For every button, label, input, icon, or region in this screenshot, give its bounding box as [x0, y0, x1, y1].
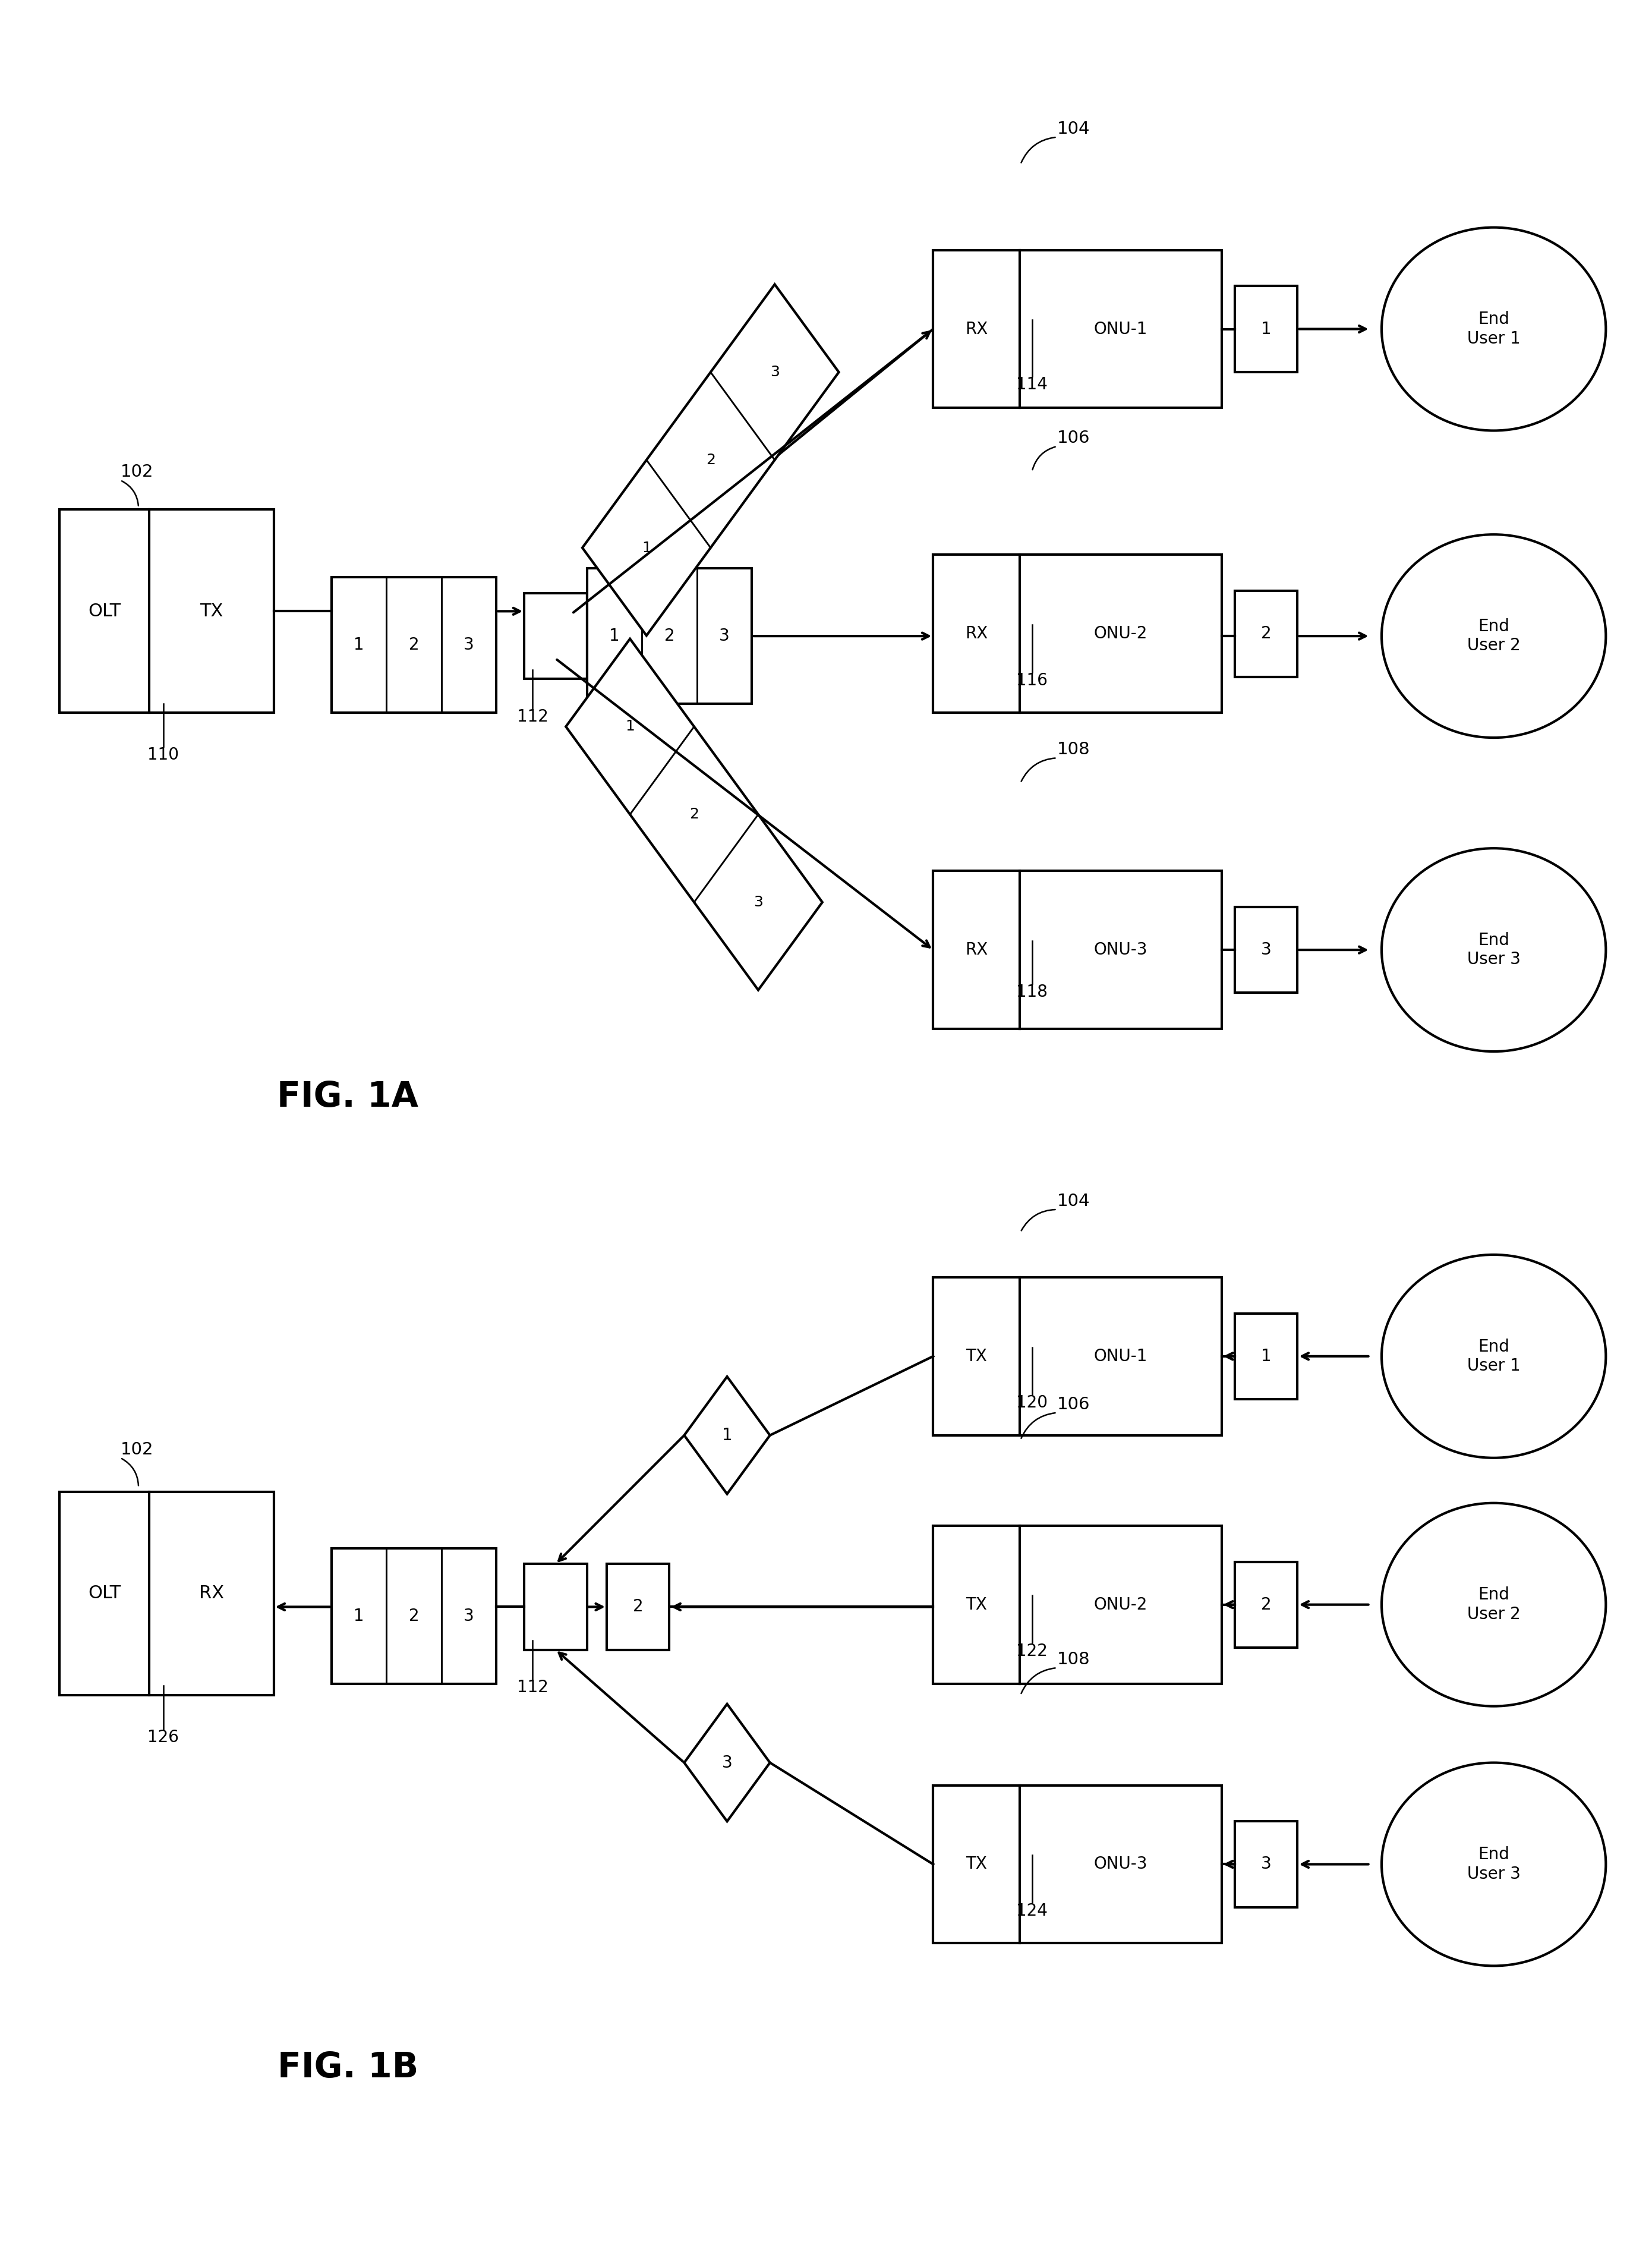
Bar — [332, 1549, 496, 1684]
Text: 1: 1 — [610, 629, 620, 644]
Bar — [1236, 907, 1297, 993]
Ellipse shape — [1381, 848, 1606, 1051]
Text: 3: 3 — [770, 364, 780, 380]
Text: 104: 104 — [1057, 120, 1090, 138]
Text: 2: 2 — [408, 1608, 420, 1623]
Text: 104: 104 — [1057, 1194, 1090, 1210]
Text: 1: 1 — [1260, 321, 1272, 337]
Text: 108: 108 — [1057, 742, 1090, 757]
Text: 116: 116 — [1016, 672, 1047, 690]
Text: 3: 3 — [719, 629, 730, 644]
Text: 3: 3 — [1260, 941, 1272, 959]
Bar — [606, 1565, 669, 1651]
Text: OLT: OLT — [88, 604, 121, 620]
Bar — [1236, 287, 1297, 371]
Text: 106: 106 — [1057, 430, 1090, 445]
Text: 122: 122 — [1016, 1644, 1047, 1660]
Text: 102: 102 — [121, 1440, 154, 1458]
Text: 3: 3 — [464, 638, 474, 653]
Bar — [933, 1277, 1222, 1436]
Text: 118: 118 — [1016, 984, 1047, 999]
Text: 114: 114 — [1016, 375, 1047, 393]
Polygon shape — [684, 1705, 770, 1822]
Text: OLT: OLT — [88, 1585, 121, 1603]
Text: 106: 106 — [1057, 1395, 1090, 1413]
Bar — [59, 1492, 274, 1696]
Bar — [1236, 1314, 1297, 1400]
Text: ONU-2: ONU-2 — [1094, 626, 1148, 642]
Text: End
User 1: End User 1 — [1467, 1339, 1520, 1375]
Text: 112: 112 — [517, 708, 548, 726]
Text: 2: 2 — [1260, 626, 1272, 642]
Text: 1: 1 — [624, 719, 634, 735]
Text: 120: 120 — [1016, 1395, 1047, 1411]
Text: 1: 1 — [722, 1427, 732, 1443]
Bar — [332, 577, 496, 712]
Text: 2: 2 — [705, 452, 715, 468]
Text: End
User 2: End User 2 — [1467, 617, 1520, 653]
Ellipse shape — [1381, 1255, 1606, 1458]
Bar — [524, 1565, 586, 1651]
Text: TX: TX — [966, 1856, 988, 1872]
Text: 3: 3 — [722, 1755, 732, 1770]
Bar — [933, 1786, 1222, 1942]
Text: End
User 1: End User 1 — [1467, 312, 1520, 346]
Text: 110: 110 — [147, 746, 178, 764]
Text: 1: 1 — [354, 1608, 363, 1623]
Text: ONU-1: ONU-1 — [1094, 1348, 1148, 1366]
Text: ONU-1: ONU-1 — [1094, 321, 1148, 337]
Bar — [583, 285, 839, 635]
Bar — [59, 509, 274, 712]
Bar — [933, 870, 1222, 1029]
Text: 102: 102 — [121, 464, 154, 479]
Text: 2: 2 — [664, 629, 674, 644]
Text: 108: 108 — [1057, 1651, 1090, 1669]
Bar — [1236, 590, 1297, 676]
Text: 112: 112 — [517, 1680, 548, 1696]
Text: End
User 3: End User 3 — [1467, 1847, 1520, 1881]
Text: 126: 126 — [147, 1730, 178, 1745]
Text: 1: 1 — [354, 638, 363, 653]
Bar — [586, 568, 752, 703]
Text: 124: 124 — [1016, 1904, 1047, 1920]
Text: RX: RX — [965, 321, 988, 337]
Bar — [933, 554, 1222, 712]
Bar — [1236, 1822, 1297, 1906]
Text: 1: 1 — [1260, 1348, 1272, 1366]
Ellipse shape — [1381, 1764, 1606, 1965]
Text: 3: 3 — [753, 895, 763, 909]
Text: ONU-3: ONU-3 — [1094, 941, 1148, 959]
Text: RX: RX — [965, 626, 988, 642]
Text: ONU-2: ONU-2 — [1094, 1596, 1148, 1612]
Polygon shape — [684, 1377, 770, 1495]
Text: ONU-3: ONU-3 — [1094, 1856, 1148, 1872]
Text: 2: 2 — [689, 807, 699, 821]
Text: TX: TX — [200, 604, 223, 620]
Text: RX: RX — [198, 1585, 225, 1603]
Bar — [524, 592, 586, 678]
Text: RX: RX — [965, 941, 988, 959]
Bar — [933, 251, 1222, 407]
Text: 2: 2 — [1260, 1596, 1272, 1612]
Text: TX: TX — [966, 1348, 988, 1366]
Text: FIG. 1B: FIG. 1B — [278, 2051, 418, 2085]
Text: 3: 3 — [464, 1608, 474, 1623]
Text: End
User 3: End User 3 — [1467, 932, 1520, 968]
Text: 3: 3 — [1260, 1856, 1272, 1872]
Text: TX: TX — [966, 1596, 988, 1612]
Ellipse shape — [1381, 534, 1606, 737]
Text: 2: 2 — [633, 1599, 643, 1614]
Bar — [567, 640, 823, 990]
Text: FIG. 1A: FIG. 1A — [278, 1081, 418, 1115]
Bar — [1236, 1562, 1297, 1648]
Bar — [933, 1526, 1222, 1684]
Ellipse shape — [1381, 1504, 1606, 1707]
Ellipse shape — [1381, 228, 1606, 430]
Text: End
User 2: End User 2 — [1467, 1587, 1520, 1623]
Text: 2: 2 — [408, 638, 420, 653]
Text: 1: 1 — [641, 540, 651, 554]
